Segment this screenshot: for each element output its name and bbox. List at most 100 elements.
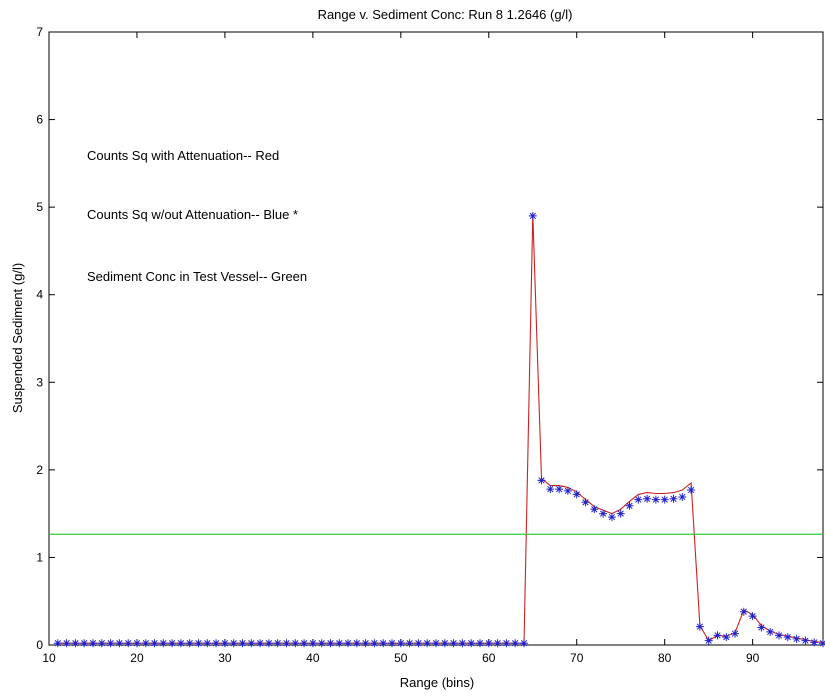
series-blue-point <box>616 509 625 518</box>
series-blue-point <box>739 607 748 616</box>
series-blue-point <box>810 638 819 647</box>
series-blue-point <box>493 639 502 648</box>
star-marker <box>792 634 801 643</box>
star-marker <box>819 639 825 648</box>
plot-frame <box>48 31 824 646</box>
star-marker <box>651 495 660 504</box>
star-marker <box>361 639 370 648</box>
series-blue-point <box>731 629 739 638</box>
star-marker <box>766 627 775 636</box>
star-marker <box>326 639 335 648</box>
series-blue-point <box>414 639 423 648</box>
star-marker <box>537 476 546 485</box>
series-blue-point <box>572 490 581 499</box>
star-marker <box>722 633 731 642</box>
series-blue-point <box>388 639 396 648</box>
star-marker <box>71 639 80 648</box>
star-marker <box>176 639 185 648</box>
series-blue-point <box>563 486 572 495</box>
x-tick-label: 10 <box>42 651 56 665</box>
series-blue-point <box>361 639 370 648</box>
star-marker <box>97 639 106 648</box>
star-marker <box>62 639 71 648</box>
star-marker <box>168 639 177 648</box>
star-marker <box>203 639 212 648</box>
star-marker <box>273 639 282 648</box>
series-blue-point <box>643 494 652 503</box>
star-marker <box>220 639 229 648</box>
star-marker <box>300 639 309 648</box>
series-blue-point <box>722 633 731 642</box>
star-marker <box>739 607 748 616</box>
series-blue-point <box>308 639 317 648</box>
series-blue-point <box>476 639 484 648</box>
star-marker <box>687 486 696 494</box>
star-marker <box>801 636 810 645</box>
star-marker <box>89 639 97 648</box>
series-blue-point <box>141 639 150 648</box>
star-marker <box>634 495 643 504</box>
star-marker <box>678 493 687 501</box>
star-marker <box>590 505 599 514</box>
x-tick-label: 70 <box>570 651 584 665</box>
series-blue-point <box>651 495 660 504</box>
series-blue-point <box>370 639 379 648</box>
star-marker <box>80 639 89 648</box>
series-blue-point <box>53 639 62 648</box>
series-blue-point <box>220 639 229 648</box>
series-blue-point <box>212 639 221 648</box>
series-blue-point <box>432 639 440 648</box>
series-blue-point <box>467 639 476 648</box>
star-marker <box>616 509 625 518</box>
y-tick-label: 3 <box>36 375 43 389</box>
star-marker <box>520 639 528 648</box>
series-blue-point <box>669 494 678 503</box>
x-axis-label: Range (bins) <box>400 675 474 690</box>
series-blue-point <box>484 639 493 648</box>
series-blue-point <box>511 639 520 648</box>
y-tick-label: 1 <box>36 550 43 564</box>
series-blue-point <box>599 509 608 518</box>
star-marker <box>669 494 678 503</box>
star-marker <box>396 639 405 648</box>
series-blue-point <box>282 639 291 648</box>
series-blue-point <box>660 495 669 504</box>
y-tick-label: 2 <box>36 463 43 477</box>
star-marker <box>423 639 432 648</box>
series-blue-point <box>528 211 537 220</box>
star-marker <box>106 639 115 648</box>
star-marker <box>379 639 388 648</box>
star-marker <box>212 639 221 648</box>
series-blue-point <box>766 627 775 636</box>
star-marker <box>546 485 555 494</box>
series-blue-point <box>89 639 97 648</box>
star-marker <box>440 639 449 648</box>
y-tick-label: 5 <box>36 200 43 214</box>
annotations: Counts Sq with Attenuation-- Red Counts … <box>87 148 307 284</box>
series-blue-point <box>335 639 344 648</box>
series-blue-point <box>678 493 687 501</box>
series-blue-point <box>176 639 185 648</box>
annotation-red: Counts Sq with Attenuation-- Red <box>87 148 279 163</box>
series-blue-point <box>185 639 194 648</box>
annotation-green: Sediment Conc in Test Vessel-- Green <box>87 269 307 284</box>
series-blue-point <box>458 639 467 648</box>
series-blue-point <box>792 634 801 643</box>
star-marker <box>141 639 150 648</box>
star-marker <box>572 490 581 499</box>
series-blue-point <box>326 639 335 648</box>
star-marker <box>308 639 317 648</box>
series-blue-point <box>106 639 115 648</box>
series-blue-point <box>264 639 273 648</box>
series-blue-point <box>537 476 546 485</box>
star-marker <box>247 639 256 648</box>
star-marker <box>133 639 141 648</box>
star-marker <box>563 486 572 495</box>
series-blue-point <box>300 639 309 648</box>
x-tick-label: 50 <box>394 651 408 665</box>
series-blue-point <box>203 639 212 648</box>
star-marker <box>115 639 124 648</box>
star-marker <box>581 498 590 507</box>
series-blue-point <box>238 639 247 648</box>
star-marker <box>783 633 792 642</box>
